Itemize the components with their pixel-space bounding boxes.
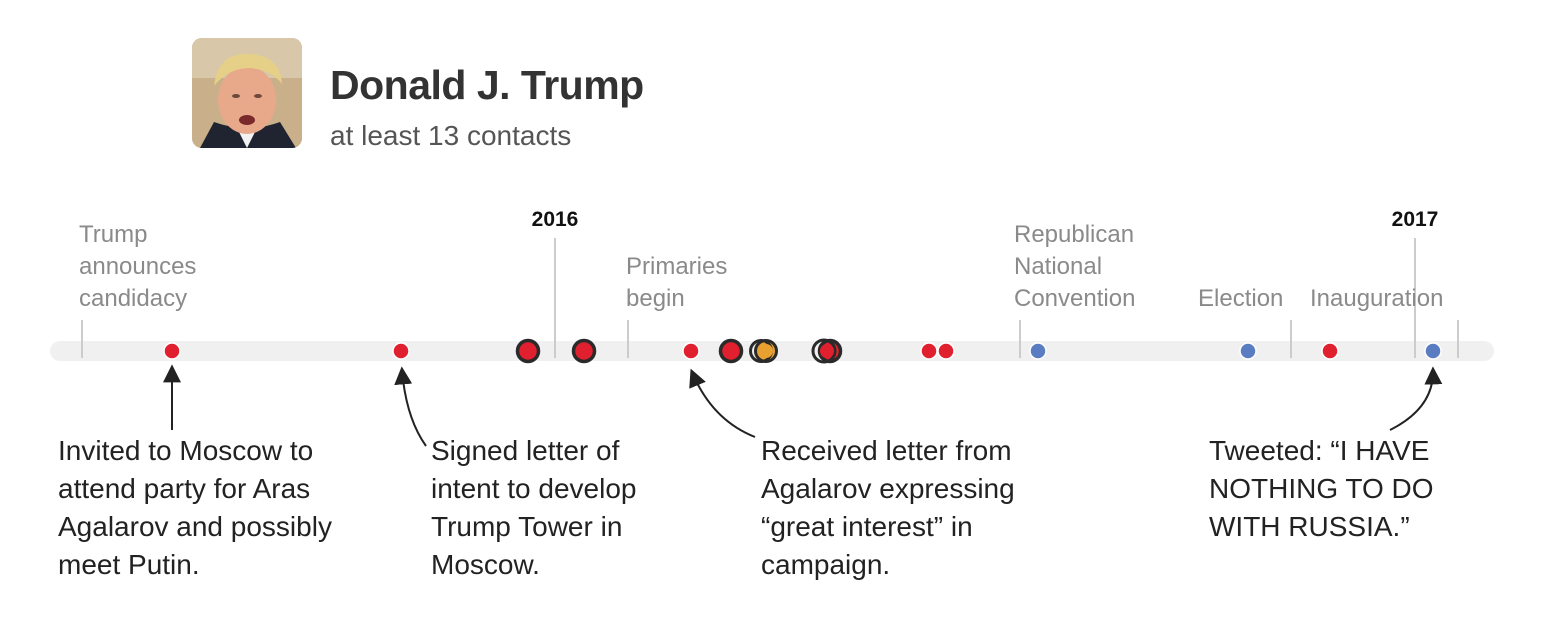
contact-dot bbox=[1321, 342, 1339, 360]
event-label-candidacy: candidacy bbox=[79, 285, 187, 312]
arrow-tweet bbox=[1389, 366, 1443, 431]
portrait-image bbox=[192, 38, 302, 148]
event-label-convention: Convention bbox=[1014, 285, 1135, 312]
contact-dot-outlined bbox=[571, 338, 597, 364]
year-label-2017: 2017 bbox=[1392, 208, 1439, 231]
page-title: Donald J. Trump bbox=[330, 62, 644, 108]
event-label-primaries: begin bbox=[626, 285, 685, 312]
avatar bbox=[192, 38, 302, 148]
contact-dot bbox=[163, 342, 181, 360]
annotation-tweet: Tweeted: “I HAVE NOTHING TO DO WITH RUSS… bbox=[1209, 435, 1434, 542]
contact-dot bbox=[920, 342, 938, 360]
contact-dot bbox=[1029, 342, 1047, 360]
arrow-trump-tower-letter bbox=[394, 366, 427, 447]
contact-dot bbox=[682, 342, 700, 360]
contact-dot-outlined bbox=[718, 338, 744, 364]
page-subtitle: at least 13 contacts bbox=[330, 120, 572, 151]
contact-dot bbox=[820, 344, 834, 358]
event-label-inauguration: Inauguration bbox=[1310, 285, 1443, 312]
contact-dot bbox=[1424, 342, 1442, 360]
annotation-agalarov-letter: Received letter from Agalarov expressing… bbox=[761, 435, 1015, 580]
event-label-candidacy: Trump bbox=[79, 221, 147, 248]
event-label-election: Election bbox=[1198, 285, 1283, 312]
contact-dot bbox=[1239, 342, 1257, 360]
contact-dot bbox=[392, 342, 410, 360]
contact-dot bbox=[937, 342, 955, 360]
contact-dot bbox=[759, 344, 773, 358]
event-label-convention: Republican bbox=[1014, 221, 1134, 248]
contact-dot-outlined bbox=[515, 338, 541, 364]
annotation-trump-tower-letter: Signed letter of intent to develop Trump… bbox=[431, 435, 637, 580]
arrow-agalarov-letter bbox=[689, 368, 756, 438]
year-label-2016: 2016 bbox=[532, 208, 579, 231]
annotation-moscow-party: Invited to Moscow to attend party for Ar… bbox=[58, 435, 332, 580]
event-label-convention: National bbox=[1014, 253, 1102, 280]
event-label-candidacy: announces bbox=[79, 253, 196, 280]
event-label-primaries: Primaries bbox=[626, 253, 727, 280]
contact-ring-overlap bbox=[811, 338, 837, 364]
